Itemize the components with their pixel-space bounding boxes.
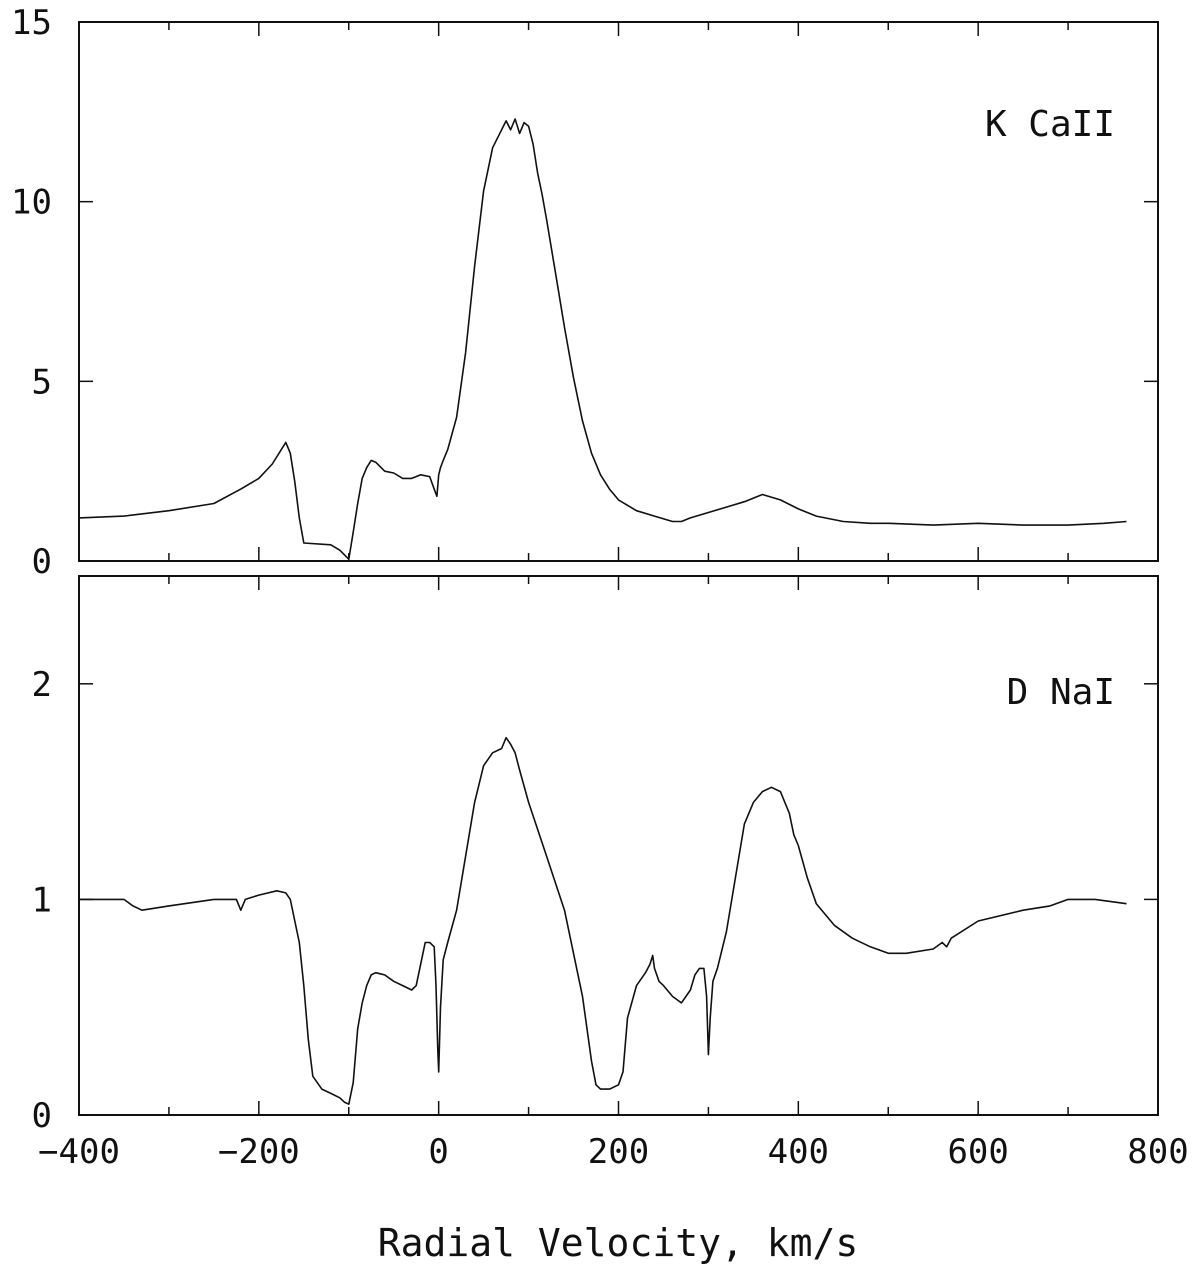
x-tick-label: 200	[588, 1132, 649, 1172]
top-y-tick-label: 0	[32, 542, 52, 582]
top-panel-frame	[78, 21, 1159, 562]
bottom-y-tick-label: 2	[32, 665, 52, 705]
x-tick-label: 800	[1127, 1132, 1188, 1172]
top-y-tick-label: 15	[11, 3, 52, 43]
bottom-y-tick-label: 0	[32, 1096, 52, 1136]
top-panel-label: K CaII	[985, 104, 1115, 145]
d-nai-spectrum-line	[79, 736, 1127, 1105]
top-panel-ticks: 0 5 10 15	[11, 3, 1159, 582]
x-tick-label: −200	[218, 1132, 300, 1172]
top-y-tick-label: 10	[11, 183, 52, 223]
bottom-y-tick-label: 1	[32, 880, 52, 920]
x-axis-title: Radial Velocity, km/s	[378, 1221, 858, 1265]
x-tick-label: −400	[38, 1132, 120, 1172]
x-tick-label: 0	[428, 1132, 448, 1172]
x-tick-label: 400	[768, 1132, 829, 1172]
bottom-panel-ticks: 0 1 2 −400 −200 0 200 400 600 800	[32, 576, 1189, 1172]
x-tick-label: 600	[947, 1132, 1008, 1172]
bottom-panel-frame	[78, 575, 1159, 1116]
bottom-panel-label: D NaI	[1007, 672, 1115, 713]
top-y-tick-label: 5	[32, 362, 52, 402]
k-caii-spectrum-line	[78, 118, 1127, 560]
